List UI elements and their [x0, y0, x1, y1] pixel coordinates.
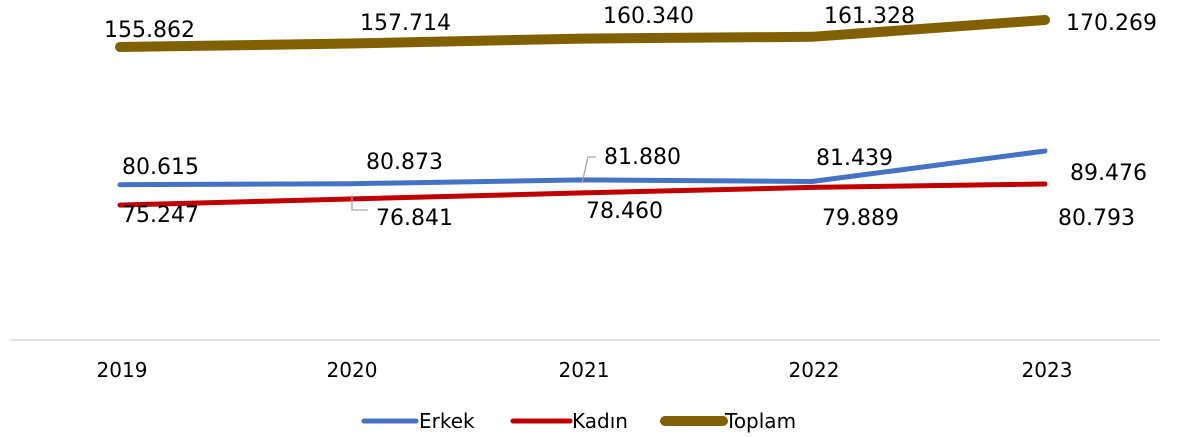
- legend-label-kadn: Kadın: [572, 409, 628, 433]
- legend-label-toplam: Toplam: [724, 409, 796, 433]
- data-label-erkek-2021: 81.880: [604, 145, 681, 170]
- data-label-kadn-2022: 79.889: [822, 206, 899, 231]
- data-label-kadn-2021: 78.460: [586, 199, 663, 224]
- data-labels: 80.615 80.873 81.880 81.439 89.476 75.247 76.8…: [104, 4, 1157, 231]
- x-tick-label-2021: 2021: [559, 358, 610, 382]
- x-tick-label-2019: 2019: [97, 358, 148, 382]
- data-label-erkek-2019: 80.615: [122, 155, 199, 180]
- legend-item-kadn: Kadın: [510, 409, 628, 433]
- legend-label-erkek: Erkek: [419, 409, 475, 433]
- data-label-erkek-2022: 81.439: [816, 146, 893, 171]
- leader-lines: [351, 156, 596, 211]
- leader-line-kadin-2020: [351, 195, 368, 211]
- x-tick-label-2020: 2020: [327, 358, 378, 382]
- leader-line-erkek-2021: [581, 156, 596, 184]
- x-tick-label-2023: 2023: [1022, 358, 1073, 382]
- x-tick-label-2022: 2022: [789, 358, 840, 382]
- data-label-toplam-2021: 160.340: [603, 4, 694, 29]
- data-label-toplam-2020: 157.714: [360, 11, 451, 36]
- data-label-erkek-2020: 80.873: [366, 150, 443, 175]
- data-label-erkek-2023: 89.476: [1070, 161, 1147, 186]
- series-layer: [115, 15, 1050, 208]
- data-label-kadn-2023: 80.793: [1058, 206, 1135, 231]
- data-label-toplam-2022: 161.328: [824, 4, 915, 29]
- legend-item-erkek: Erkek: [361, 409, 475, 433]
- data-label-toplam-2023: 170.269: [1066, 11, 1157, 36]
- series-line-kadn: [117, 181, 1048, 208]
- legend-item-toplam: Toplam: [660, 409, 796, 433]
- data-label-kadn-2020: 76.841: [376, 206, 453, 231]
- legend: Erkek Kadın Toplam: [361, 409, 796, 433]
- data-label-kadn-2019: 75.247: [122, 203, 199, 228]
- x-axis-ticks: 2019 2020 2021 2022 2023: [97, 358, 1073, 382]
- data-label-toplam-2019: 155.862: [104, 18, 195, 43]
